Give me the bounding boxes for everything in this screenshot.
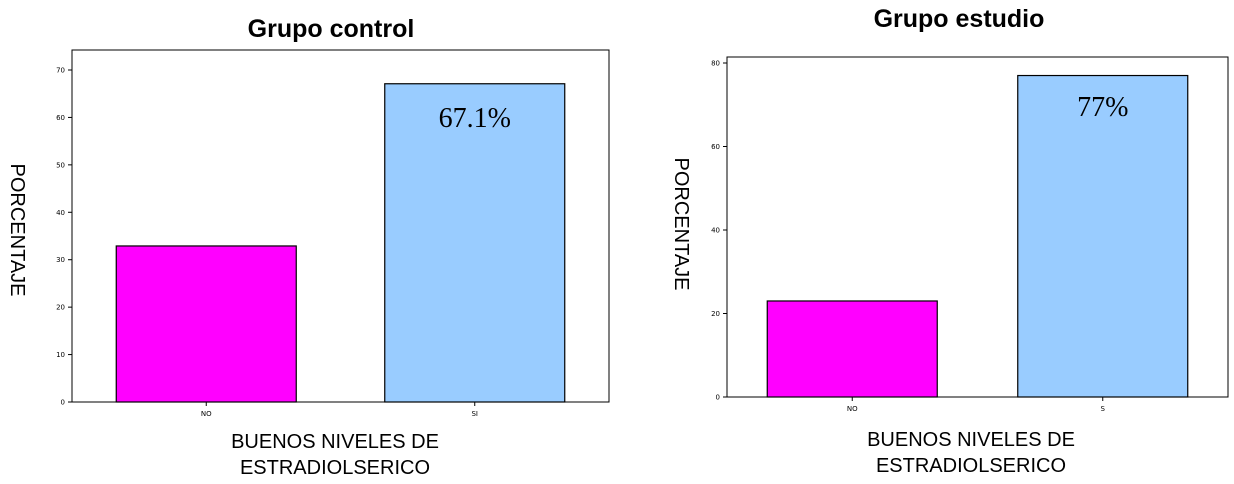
- y-tick-label: 40: [56, 209, 65, 217]
- plot-frame: [726, 56, 1229, 398]
- chart-title: Grupo control: [248, 15, 415, 43]
- y-axis: 0 10 20 30 40 50 60 70: [56, 67, 72, 407]
- y-tick-label: 70: [56, 67, 65, 75]
- data-label: 77%: [1077, 92, 1128, 123]
- y-tick-label: 20: [711, 310, 720, 318]
- y-tick-label: 60: [711, 143, 720, 151]
- y-axis-label: PORCENTAJE: [6, 164, 28, 297]
- y-tick-label: 60: [56, 114, 65, 122]
- chart-panel-control: Grupo control PORCENTAJE BUENOS NIVELES …: [6, 15, 610, 479]
- bar-no: [766, 300, 938, 398]
- y-tick-label: 40: [711, 227, 720, 235]
- x-axis-label-line-2: ESTRADIOLSERICO: [876, 455, 1066, 477]
- data-labels: 77%: [1077, 92, 1128, 123]
- x-axis-label-line-2: ESTRADIOLSERICO: [240, 457, 430, 479]
- bar-si: [384, 83, 566, 403]
- y-tick-label: 80: [711, 60, 720, 68]
- bars: [766, 74, 1189, 398]
- x-tick-label: NO: [847, 405, 858, 413]
- y-tick-label: 0: [716, 394, 720, 402]
- x-axis: NO S: [847, 397, 1106, 413]
- chart-estudio: Grupo estudio PORCENTAJE BUENOS NIVELES …: [670, 5, 1229, 477]
- plot-frame: [71, 49, 610, 403]
- data-label: 67.1%: [439, 103, 511, 134]
- chart-control: Grupo control PORCENTAJE BUENOS NIVELES …: [6, 15, 610, 479]
- y-tick-label: 30: [56, 256, 65, 264]
- chart-title: Grupo estudio: [874, 5, 1045, 33]
- y-tick-label: 20: [56, 304, 65, 312]
- bar-s: [1017, 74, 1189, 398]
- bars: [115, 83, 566, 403]
- x-tick-label: NO: [201, 410, 212, 418]
- y-tick-label: 10: [56, 351, 65, 359]
- x-axis: NO SI: [201, 402, 478, 418]
- bar-no: [115, 245, 297, 403]
- x-axis-label-line-1: BUENOS NIVELES DE: [231, 431, 439, 453]
- y-axis: 0 20 40 60 80: [711, 60, 727, 402]
- y-tick-label: 50: [56, 161, 65, 169]
- y-tick-label: 0: [61, 399, 65, 407]
- chart-panel-estudio: Grupo estudio PORCENTAJE BUENOS NIVELES …: [617, 0, 1234, 484]
- x-tick-label: SI: [471, 410, 478, 418]
- data-labels: 67.1%: [439, 103, 511, 134]
- y-axis-label: PORCENTAJE: [670, 158, 692, 291]
- x-axis-label-line-1: BUENOS NIVELES DE: [867, 429, 1075, 451]
- x-tick-label: S: [1101, 405, 1106, 413]
